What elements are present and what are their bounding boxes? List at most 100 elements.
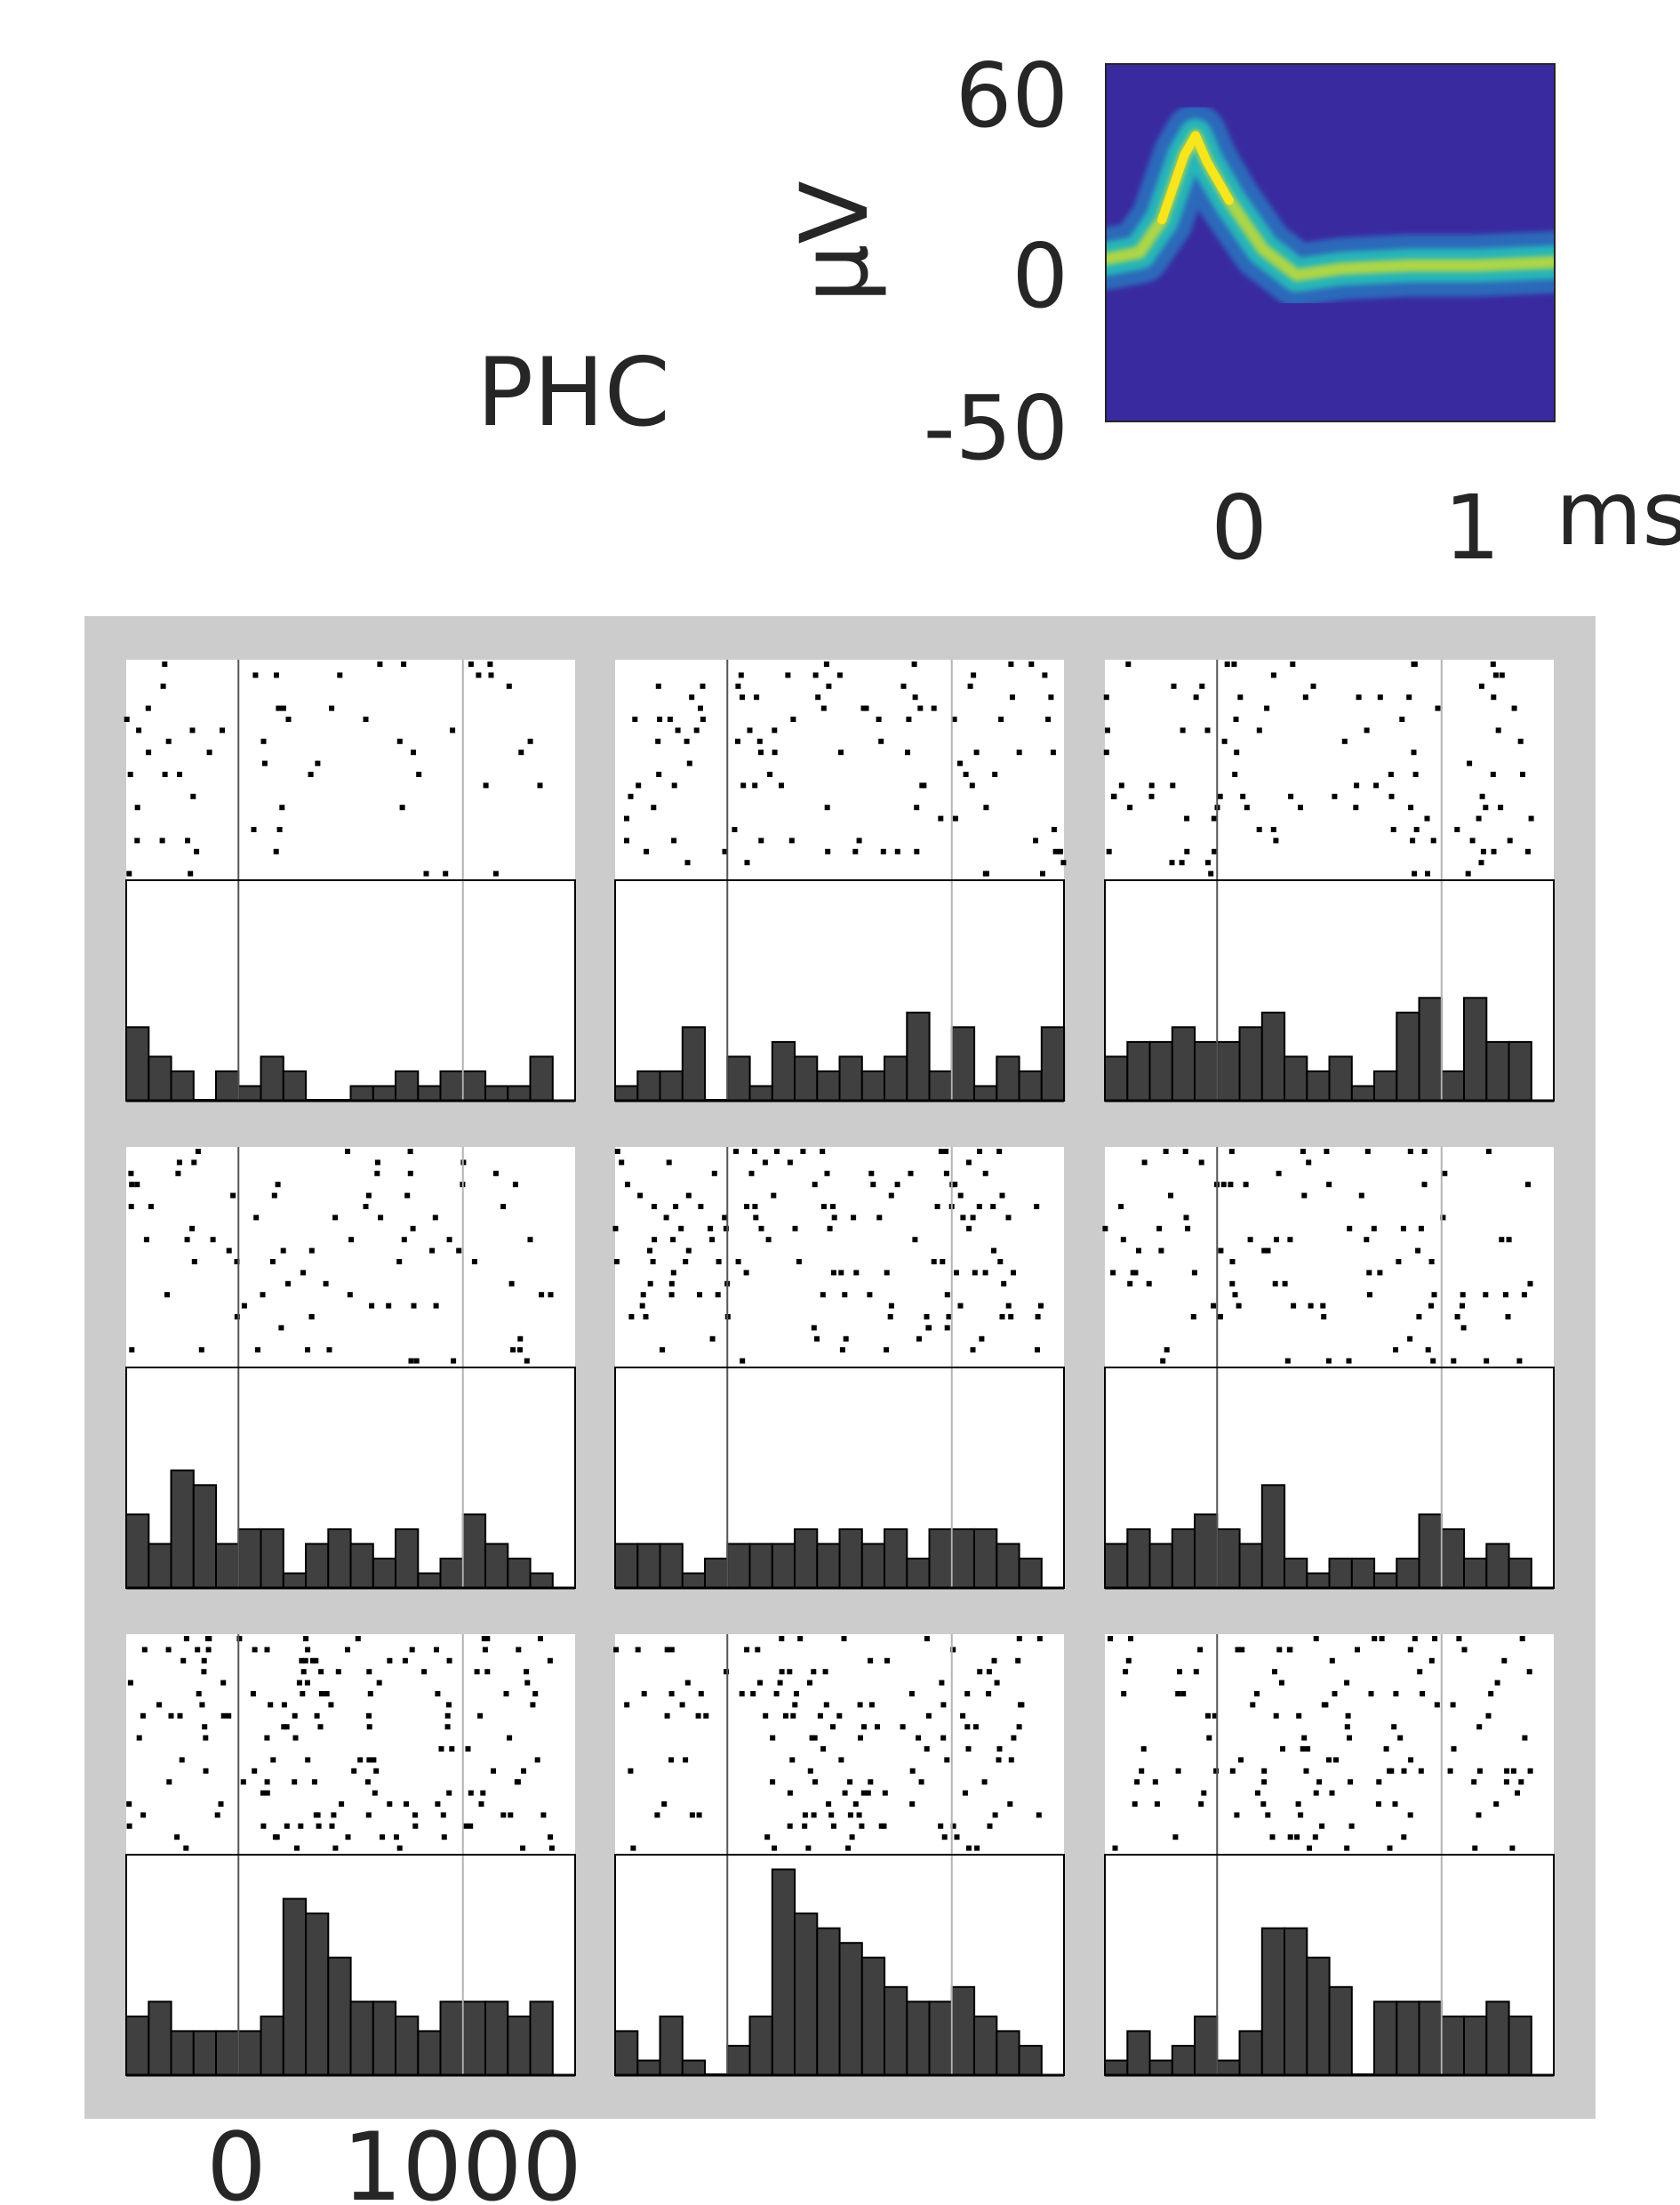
raster-spike: [1300, 1149, 1306, 1154]
raster-spike: [996, 1149, 1003, 1154]
raster-spike: [924, 1746, 930, 1752]
raster-spike: [1148, 793, 1155, 799]
raster-spike: [1397, 1735, 1404, 1741]
raster-spike: [774, 1149, 780, 1154]
raster-spike: [305, 1757, 311, 1763]
raster-spike: [1310, 683, 1316, 689]
raster-spike: [812, 1779, 818, 1785]
psth-bar: [148, 1543, 172, 1590]
raster-spike: [1198, 1159, 1204, 1166]
raster-spike: [733, 1149, 739, 1154]
raster-spike: [1294, 1834, 1300, 1840]
raster-spike: [364, 1779, 371, 1785]
raster-spike: [664, 1647, 670, 1653]
raster-spike: [779, 1636, 785, 1641]
raster-area: [1105, 1634, 1554, 1855]
raster-spike: [1504, 1768, 1510, 1774]
raster-spike: [380, 1834, 385, 1840]
raster-spike: [878, 738, 884, 744]
raster-spike: [483, 782, 489, 789]
raster-spike: [1401, 1768, 1407, 1774]
raster-spike: [740, 694, 745, 701]
raster-spike: [966, 1225, 972, 1231]
raster-spike: [824, 805, 830, 811]
raster-spike: [1123, 1669, 1129, 1675]
raster-spike: [965, 1159, 972, 1166]
raster-spike: [670, 1237, 676, 1243]
raster-spike: [770, 1735, 776, 1741]
raster-spike: [820, 1204, 827, 1209]
raster-spike: [916, 1335, 922, 1342]
raster-spike: [1183, 1215, 1189, 1221]
raster-spike: [1034, 1204, 1040, 1209]
raster-spike: [1390, 827, 1396, 832]
raster-spike: [960, 1215, 966, 1221]
raster-spike: [934, 1204, 940, 1209]
raster-spike: [450, 727, 456, 734]
psth-bar: [1418, 2001, 1443, 2077]
raster-spike: [1505, 1314, 1511, 1319]
raster-spike: [812, 1182, 818, 1188]
raster-spike: [438, 1746, 444, 1752]
raster-spike: [735, 683, 741, 689]
raster-spike: [441, 1834, 447, 1840]
raster-spike: [772, 750, 778, 756]
raster-spike: [685, 1247, 692, 1254]
raster-spike: [141, 1647, 148, 1653]
psth-bar: [237, 2030, 262, 2076]
raster-spike: [1247, 1237, 1253, 1243]
raster-spike: [1158, 1247, 1164, 1254]
raster-spike: [807, 1768, 813, 1774]
psth-bar: [1284, 1927, 1308, 2076]
raster-spike: [1490, 662, 1496, 667]
raster-spike: [657, 717, 663, 722]
raster-spike: [971, 672, 977, 678]
raster-spike: [1016, 1724, 1022, 1730]
raster-spike: [1156, 1225, 1163, 1231]
raster-spike: [474, 1669, 480, 1675]
raster-spike: [199, 1702, 205, 1708]
raster-spike: [1456, 1636, 1462, 1641]
raster-spike: [683, 1259, 689, 1264]
raster-spike: [787, 1823, 793, 1829]
psth-bar: [748, 2015, 773, 2076]
raster-spike: [484, 1636, 491, 1641]
raster-spike: [357, 1757, 364, 1763]
psth-bar: [237, 1085, 262, 1102]
raster-spike: [1442, 1170, 1448, 1176]
raster-spike: [177, 1712, 183, 1719]
raster-spike: [1231, 662, 1237, 667]
raster-spike: [996, 1746, 1003, 1752]
raster-spike: [1125, 662, 1132, 667]
raster-spike: [269, 1259, 276, 1264]
psth-bar: [1306, 1956, 1331, 2076]
raster-spike: [952, 815, 958, 822]
raster-spike: [311, 1779, 317, 1785]
raster-spike: [827, 1225, 833, 1231]
raster-spike: [1108, 1636, 1113, 1641]
density-ylabel: μV: [780, 180, 889, 302]
psth-bar: [816, 1927, 841, 2076]
raster-spike: [651, 805, 657, 811]
raster-spike: [876, 717, 882, 722]
psth-bar: [1418, 997, 1443, 1102]
psth-bar: [395, 1527, 420, 1590]
raster-spike: [252, 1647, 258, 1653]
raster-spike: [1220, 1182, 1227, 1188]
raster-spike: [836, 1712, 843, 1719]
raster-spike: [345, 1647, 350, 1653]
raster-spike: [787, 1159, 793, 1166]
raster-spike: [1060, 860, 1067, 866]
raster-spike: [234, 1259, 240, 1264]
raster-spike: [1051, 827, 1057, 832]
raster-spike: [162, 772, 168, 777]
raster-spike: [777, 1680, 783, 1686]
raster-spike: [698, 1691, 704, 1696]
raster-spike: [1424, 815, 1430, 822]
raster-spike: [468, 662, 474, 667]
raster-spike: [817, 1712, 823, 1719]
raster-spike: [506, 683, 512, 689]
raster-spike: [127, 1680, 133, 1686]
raster-spike: [1483, 1292, 1489, 1298]
raster-spike: [394, 1834, 399, 1840]
